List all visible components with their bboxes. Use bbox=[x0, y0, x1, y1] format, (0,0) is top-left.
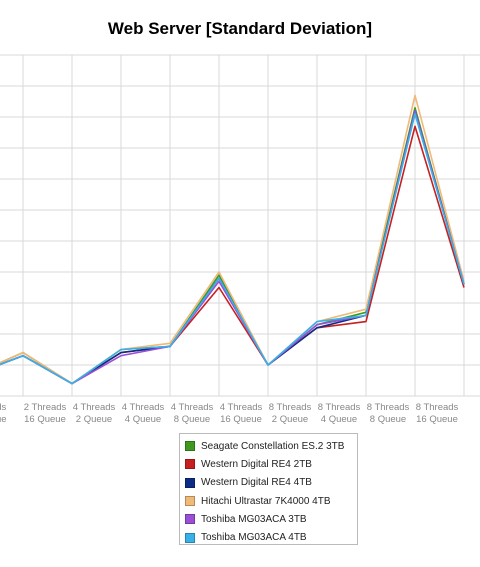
legend-label: Western Digital RE4 2TB bbox=[201, 458, 312, 470]
legend-label: Toshiba MG03ACA 4TB bbox=[201, 532, 307, 544]
legend-item: Hitachi Ultrastar 7K4000 4TB bbox=[185, 492, 357, 510]
x-tick-label: 2 Threads 16 Queue bbox=[23, 402, 67, 425]
series-line-1 bbox=[0, 106, 465, 385]
legend-label: Seagate Constellation ES.2 3TB bbox=[201, 440, 345, 452]
legend: Seagate Constellation ES.2 3TB Western Di… bbox=[179, 433, 358, 545]
legend-label: Western Digital RE4 4TB bbox=[201, 477, 312, 489]
x-tick-label: 4 Threads 8 Queue bbox=[170, 402, 214, 425]
legend-item: Seagate Constellation ES.2 3TB bbox=[185, 437, 357, 455]
legend-label: Toshiba MG03ACA 3TB bbox=[201, 513, 307, 525]
series-line-5 bbox=[0, 110, 465, 385]
line-chart bbox=[0, 54, 480, 397]
legend-swatch bbox=[185, 459, 195, 470]
legend-item: Toshiba MG03ACA 4TB bbox=[185, 528, 357, 546]
chart-title: Web Server [Standard Deviation] bbox=[107, 19, 373, 38]
legend-swatch bbox=[185, 441, 195, 452]
x-tick-label: 8 Threads 16 Queue bbox=[415, 402, 459, 425]
legend-swatch bbox=[185, 477, 195, 488]
x-tick-label: 4 Threads 16 Queue bbox=[219, 402, 263, 425]
series-line-4 bbox=[0, 94, 465, 385]
series-line-6 bbox=[0, 113, 465, 385]
legend-label: Hitachi Ultrastar 7K4000 4TB bbox=[201, 495, 331, 507]
legend-item: Western Digital RE4 4TB bbox=[185, 474, 357, 492]
x-tick-label: 8 Threads 4 Queue bbox=[317, 402, 361, 425]
x-tick-label: 4 Threads 2 Queue bbox=[72, 402, 116, 425]
legend-swatch bbox=[185, 532, 195, 543]
x-tick-label: 4 Threads 4 Queue bbox=[121, 402, 165, 425]
legend-swatch bbox=[185, 496, 195, 507]
legend-item: Western Digital RE4 2TB bbox=[185, 455, 357, 473]
x-tick-label: 162 bbox=[458, 402, 480, 425]
x-tick-label: 8 Threads 8 Queue bbox=[366, 402, 410, 425]
x-tick-label: eadsueue bbox=[0, 402, 7, 425]
series-line-2 bbox=[0, 125, 465, 385]
x-tick-label: 8 Threads 2 Queue bbox=[268, 402, 312, 425]
legend-item: Toshiba MG03ACA 3TB bbox=[185, 510, 357, 528]
legend-swatch bbox=[185, 514, 195, 525]
series-line-3 bbox=[0, 110, 465, 385]
